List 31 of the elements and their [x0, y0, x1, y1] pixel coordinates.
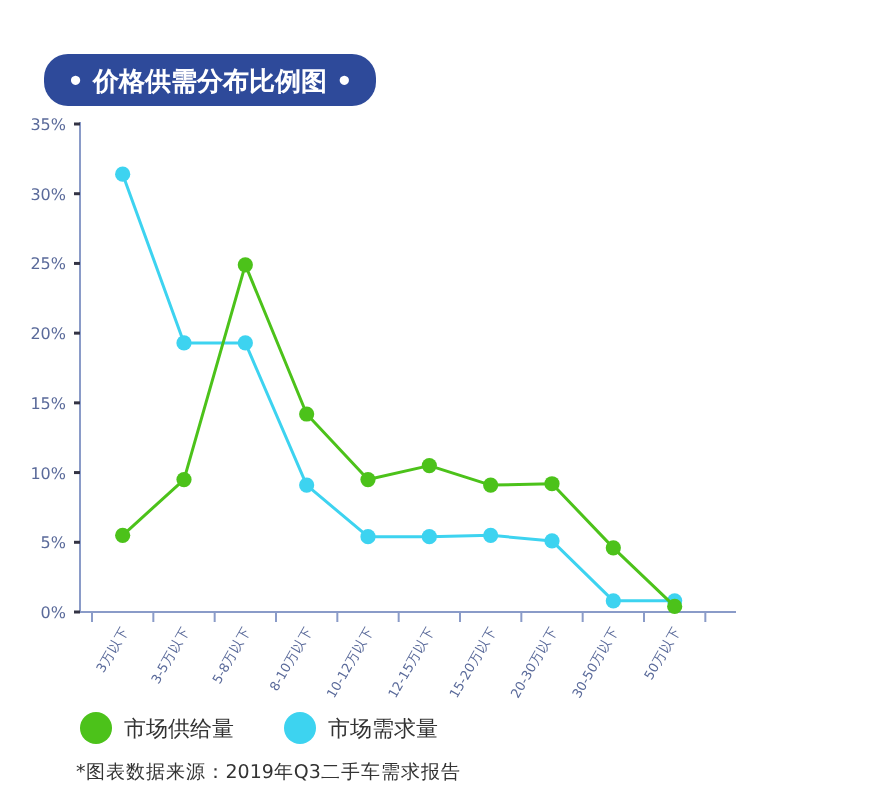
y-tick-label: 10%	[30, 464, 67, 483]
legend-label: 市场供给量	[124, 716, 234, 742]
point	[299, 406, 315, 422]
point	[299, 477, 315, 493]
y-tick-label: 15%	[30, 394, 67, 413]
text: *图表数据来源：2019年Q3二手车需求报告	[76, 760, 461, 784]
point	[237, 257, 253, 273]
y-tick-label: 0%	[40, 604, 67, 622]
point	[605, 540, 621, 556]
legend-label: 市场需求量	[328, 716, 438, 742]
point	[176, 335, 192, 351]
point	[605, 593, 621, 609]
y-tick-label: 35%	[30, 116, 67, 134]
point	[115, 527, 131, 543]
point	[421, 458, 437, 474]
point	[360, 471, 376, 488]
point	[667, 598, 683, 615]
point	[115, 166, 131, 182]
y-tick-label: 30%	[30, 185, 67, 204]
point	[360, 529, 376, 545]
point	[483, 527, 499, 543]
y-tick-label: 5%	[40, 534, 67, 553]
y-tick-label: 20%	[30, 325, 67, 344]
point	[421, 529, 437, 545]
point	[544, 476, 560, 492]
point	[237, 335, 253, 351]
point	[483, 477, 499, 493]
y-tick-label: 25%	[30, 255, 67, 274]
chart-title: • 价格供需分布比例图 •	[67, 68, 353, 98]
point	[176, 471, 192, 488]
point	[544, 533, 560, 549]
